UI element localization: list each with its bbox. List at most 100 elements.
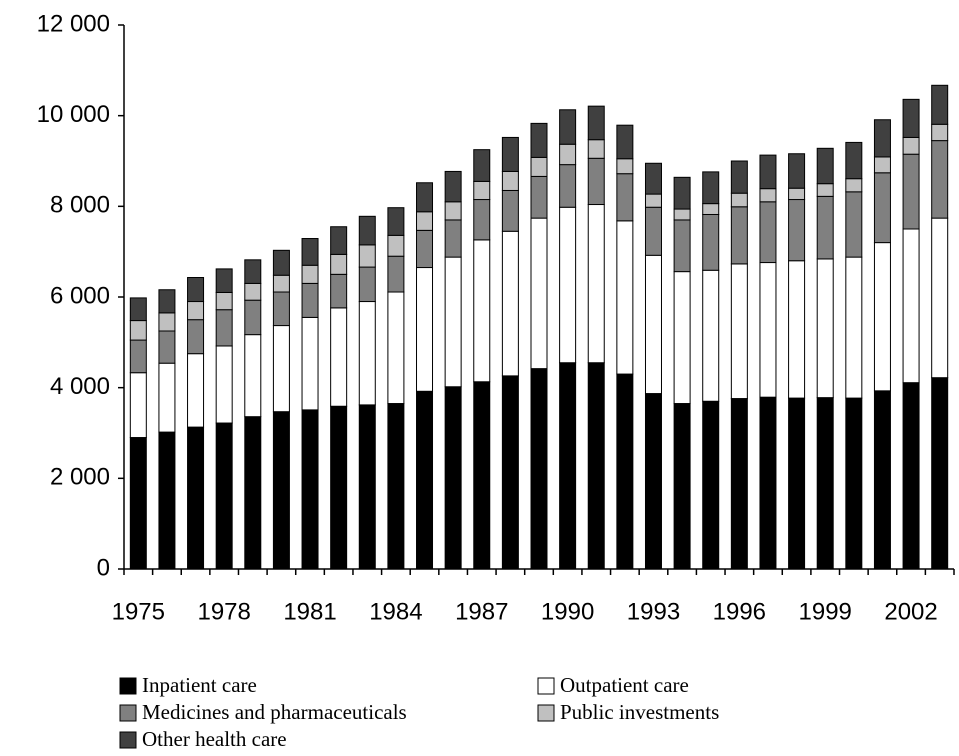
bar-segment [816,183,834,197]
bar-segment [673,403,691,570]
bar-segment [158,312,176,332]
bar-segment [416,267,434,392]
bar-segment [616,158,634,175]
legend-label: Outpatient care [560,673,689,697]
bar-segment [587,139,605,159]
bar-segment [416,211,434,231]
bar-segment [902,382,920,570]
bar-segment [416,390,434,570]
legend-label: Public investments [560,700,719,724]
bar-segment [902,98,920,138]
bar-segment [215,345,233,424]
bar-segment [702,213,720,271]
bar-segment [559,206,577,364]
bar-segment [473,239,491,383]
bar-segment [816,147,834,185]
bar-segment [187,353,205,428]
legend-swatch [537,704,555,722]
bar-segment [301,316,319,411]
bar-segment [129,297,147,322]
bar-segment [845,191,863,258]
bar-segment [272,274,290,293]
bar-segment [501,136,519,172]
bar-segment [644,393,662,570]
bar-segment [559,164,577,208]
y-tick-label: 2 000 [50,464,110,491]
x-tick-label: 1984 [369,598,422,625]
bar-segment [873,156,891,174]
x-tick-label: 1993 [627,598,680,625]
bar-segment [587,362,605,570]
bar-segment [387,403,405,570]
bar-segment [845,256,863,399]
bar-segment [673,271,691,405]
bar-segment [187,301,205,321]
legend-swatch [119,677,137,695]
bar-segment [759,396,777,570]
bar-segment [616,124,634,160]
bar-segment [301,238,319,266]
bar-segment [702,203,720,215]
bar-segment [473,149,491,182]
bar-segment [215,291,233,311]
bar-segment [187,426,205,570]
bar-segment [330,405,348,570]
bar-segment [244,259,262,284]
bar-segment [530,368,548,570]
bar-segment [730,160,748,194]
bar-segment [902,228,920,384]
bar-segment [501,375,519,570]
bar-segment [444,170,462,203]
bar-segment [244,416,262,570]
bar-segment [902,153,920,230]
bar-segment [759,262,777,398]
bar-segment [272,249,290,276]
legend-label: Inpatient care [142,673,257,697]
bar-segment [187,277,205,303]
bar-segment [730,263,748,400]
bar-segment [530,156,548,177]
bar-segment [845,178,863,193]
bar-segment [644,162,662,195]
x-tick-label: 1978 [197,598,250,625]
bar-segment [129,372,147,439]
bar-segment [272,291,290,327]
bar-segment [330,226,348,255]
bar-segment [873,119,891,158]
bar-segment [587,157,605,206]
bar-segment [788,153,806,189]
bar-segment [931,217,949,379]
bar-segment [788,397,806,570]
bar-segment [387,291,405,405]
bar-segment [129,339,147,374]
legend-swatch [537,677,555,695]
legend-label: Other health care [142,727,287,751]
bar-segment [702,171,720,205]
y-tick-label: 4 000 [50,373,110,400]
bar-segment [759,201,777,264]
bar-segment [730,398,748,570]
x-tick-label: 1996 [713,598,766,625]
bar-segment [129,437,147,570]
bar-segment [644,193,662,208]
bar-segment [330,307,348,407]
x-tick-label: 1990 [541,598,594,625]
bar-segment [931,123,949,142]
y-tick-label: 0 [97,554,110,581]
bar-segment [358,266,376,303]
bar-segment [301,282,319,318]
x-tick-label: 1981 [283,598,336,625]
bar-segment [444,219,462,258]
bar-segment [873,172,891,244]
bar-segment [158,289,176,314]
bar-segment [702,269,720,402]
bar-segment [444,201,462,221]
bar-segment [931,377,949,570]
bar-segment [616,373,634,570]
bar-segment [444,386,462,570]
bar-segment [587,105,605,141]
bar-segment [931,84,949,125]
x-tick-label: 1975 [112,598,165,625]
bar-segment [501,170,519,191]
bar-segment [587,204,605,364]
